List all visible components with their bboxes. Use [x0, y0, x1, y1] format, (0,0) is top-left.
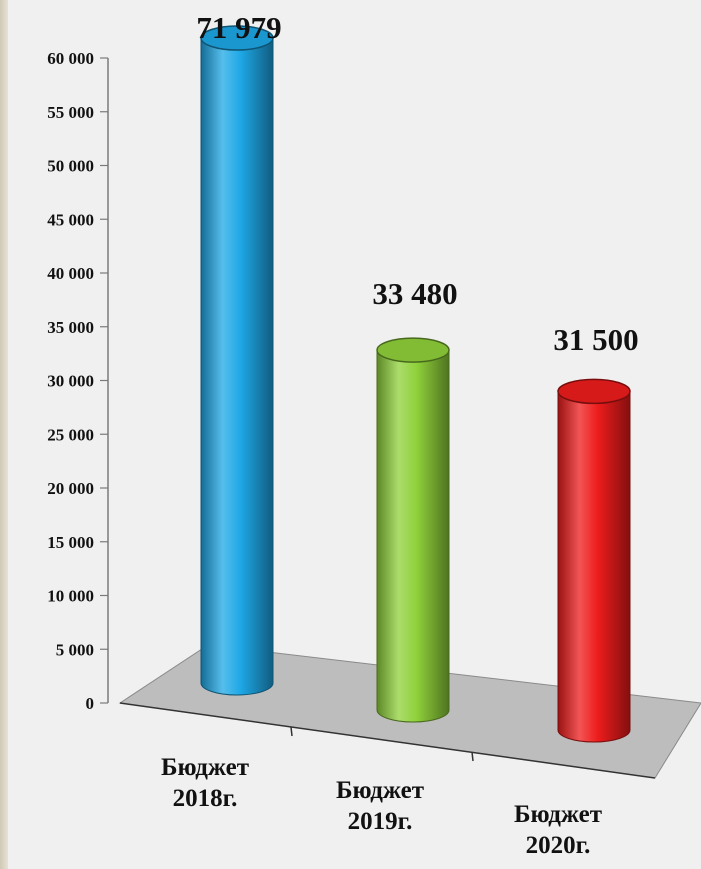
bar-top-cap — [200, 25, 274, 51]
x-tick-mark — [290, 726, 293, 737]
bar-1 — [200, 25, 274, 696]
y-tick-label: 50 000 — [47, 157, 94, 176]
x-axis-line — [119, 702, 656, 779]
value-label: 31 500 — [553, 322, 638, 357]
category-label: Бюджет 2020г. — [514, 801, 602, 859]
bar-body — [557, 390, 631, 743]
y-tick-label: 55 000 — [47, 103, 94, 122]
y-tick-label: 45 000 — [47, 210, 94, 229]
value-label: 71 979 — [196, 10, 281, 45]
y-tick-label: 0 — [86, 694, 95, 713]
category-label: Бюджет 2019г. — [336, 777, 424, 835]
x-tick-mark — [471, 751, 474, 762]
category-label: Бюджет 2018г. — [161, 754, 249, 812]
y-tick-label: 60 000 — [47, 49, 94, 68]
bar-body — [200, 37, 274, 696]
page-edge-strip — [0, 0, 8, 869]
value-labels-group: 71 979 33 480 31 500 — [196, 10, 638, 357]
bar-body — [376, 349, 450, 723]
category-labels-group: Бюджет 2018г. Бюджет 2019г. Бюджет 2020г. — [161, 754, 602, 859]
y-tick-label: 35 000 — [47, 318, 94, 337]
bar-top-cap — [376, 337, 450, 363]
x-axis-ticks — [290, 726, 474, 762]
value-label: 33 480 — [372, 276, 457, 311]
bars-group — [200, 25, 631, 743]
y-tick-label: 25 000 — [47, 425, 94, 444]
y-tick-label: 40 000 — [47, 264, 94, 283]
bar-2 — [376, 337, 450, 723]
y-tick-label: 15 000 — [47, 533, 94, 552]
y-tick-label: 10 000 — [47, 587, 94, 606]
bar-3 — [557, 378, 631, 743]
y-tick-label: 5 000 — [56, 640, 94, 659]
y-tick-label: 30 000 — [47, 372, 94, 391]
y-axis-ticks: 0 5 000 10 000 15 000 20 000 25 000 30 000 35 0… — [47, 49, 108, 713]
y-tick-label: 20 000 — [47, 479, 94, 498]
bar-top-cap — [557, 378, 631, 405]
